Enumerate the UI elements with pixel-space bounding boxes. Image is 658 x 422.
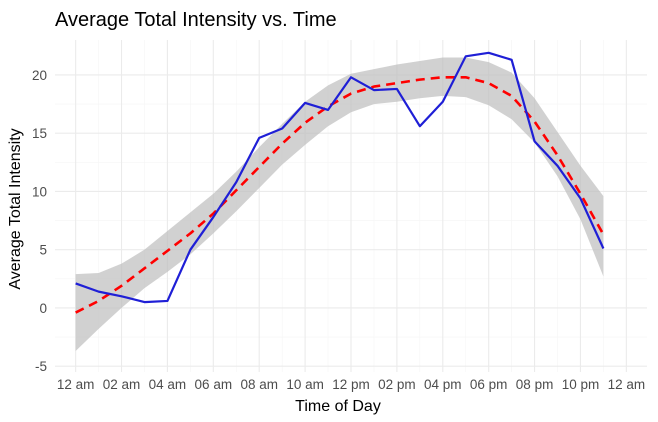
- y-axis-ticks: -5 0 5 10 15 20: [32, 68, 47, 374]
- y-tick-label: -5: [35, 359, 47, 374]
- x-axis-ticks: 12 am 02 am 04 am 06 am 08 am 10 am 12 pm 02 pm…: [57, 377, 645, 392]
- x-tick-label: 04 pm: [424, 377, 462, 392]
- y-tick-label: 5: [39, 243, 47, 258]
- x-tick-label: 10 pm: [562, 377, 600, 392]
- x-tick-label: 08 am: [240, 377, 278, 392]
- x-tick-label: 12 pm: [332, 377, 370, 392]
- y-tick-label: 10: [32, 184, 47, 199]
- x-tick-label: 12 am: [57, 377, 95, 392]
- x-tick-label: 08 pm: [516, 377, 554, 392]
- x-axis-title: Time of Day: [295, 398, 381, 415]
- x-tick-label: 06 am: [195, 377, 233, 392]
- y-tick-label: 20: [32, 68, 47, 83]
- chart-title: Average Total Intensity vs. Time: [55, 9, 337, 31]
- x-tick-label: 04 am: [149, 377, 187, 392]
- x-tick-label: 06 pm: [470, 377, 508, 392]
- x-tick-label: 10 am: [286, 377, 324, 392]
- y-tick-label: 15: [32, 126, 47, 141]
- x-tick-label: 02 pm: [378, 377, 416, 392]
- y-tick-label: 0: [39, 301, 47, 316]
- x-tick-label: 02 am: [103, 377, 141, 392]
- x-tick-label: 12 am: [608, 377, 646, 392]
- y-axis-title: Average Total Intensity: [7, 128, 24, 289]
